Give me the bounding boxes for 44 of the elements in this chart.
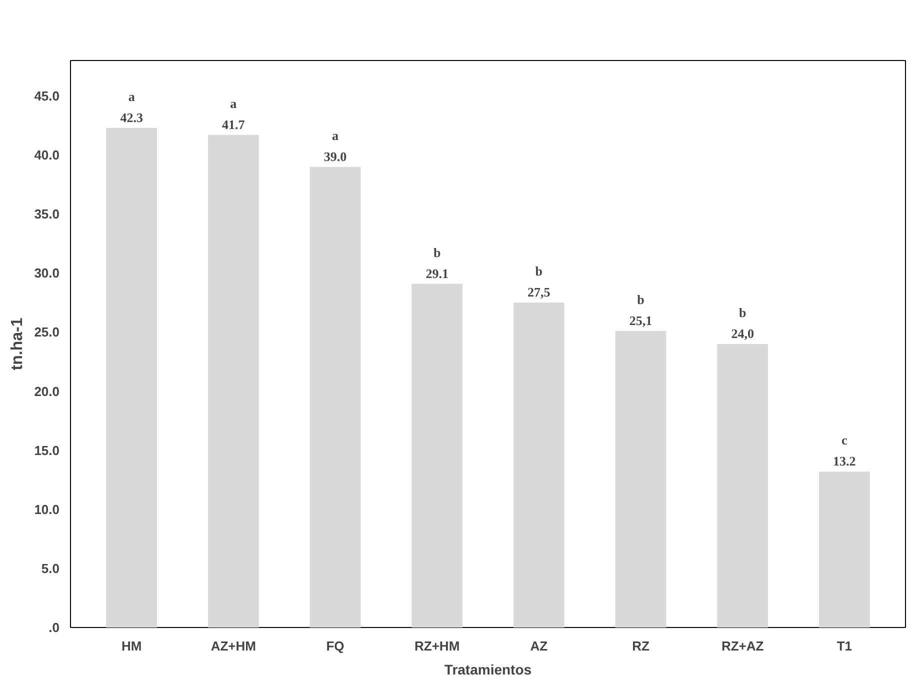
annotation: b: [738, 305, 746, 320]
y-tick-label: 20.0: [34, 384, 60, 399]
data-label: 42.3: [120, 110, 144, 125]
bar: [106, 128, 158, 628]
bar: [208, 134, 259, 628]
y-tick-label: 45.0: [34, 88, 60, 104]
y-tick-label: 40.0: [34, 148, 60, 162]
bar: [818, 472, 870, 628]
annotation: a: [230, 96, 238, 111]
annotation: c: [842, 432, 848, 448]
x-tick-label: T1: [836, 638, 852, 654]
bar: [513, 302, 564, 628]
y-axis-title: tn.ha-1: [9, 318, 26, 370]
y-tick-label: 35.0: [34, 206, 60, 222]
annotation: b: [637, 292, 644, 308]
data-label: 41.7: [222, 116, 246, 132]
x-tick-label: AZ: [530, 638, 548, 654]
bar: [615, 331, 666, 628]
bar: [717, 344, 768, 628]
data-label: 13.2: [833, 454, 856, 469]
annotation: b: [433, 244, 441, 260]
x-tick-label: FQ: [326, 638, 344, 654]
x-tick-label: RZ: [632, 638, 650, 654]
x-tick-label: RZ+AZ: [721, 638, 764, 654]
y-tick-label: 30.0: [34, 266, 60, 281]
y-tick-label: 25.0: [34, 324, 60, 340]
annotation: a: [128, 88, 136, 104]
x-tick-label: RZ+HM: [414, 638, 460, 654]
bar: [412, 284, 463, 628]
data-label: 27,5: [528, 284, 551, 300]
y-tick-label: 15.0: [34, 442, 60, 458]
data-label: 39.0: [324, 148, 347, 164]
annotation: b: [535, 264, 543, 279]
x-axis-title: Tratamientos: [444, 662, 532, 678]
annotation: a: [332, 128, 340, 143]
data-label: 24,0: [731, 326, 754, 341]
x-tick-label: HM: [121, 638, 142, 654]
bar: [310, 166, 361, 628]
y-tick-label: 5.0: [41, 560, 60, 576]
data-label: 29.1: [426, 266, 448, 281]
y-tick-label: .0: [48, 620, 60, 635]
y-tick-label: 10.0: [34, 502, 60, 517]
data-label: 25,1: [629, 313, 652, 328]
x-tick-label: AZ+HM: [210, 638, 256, 654]
